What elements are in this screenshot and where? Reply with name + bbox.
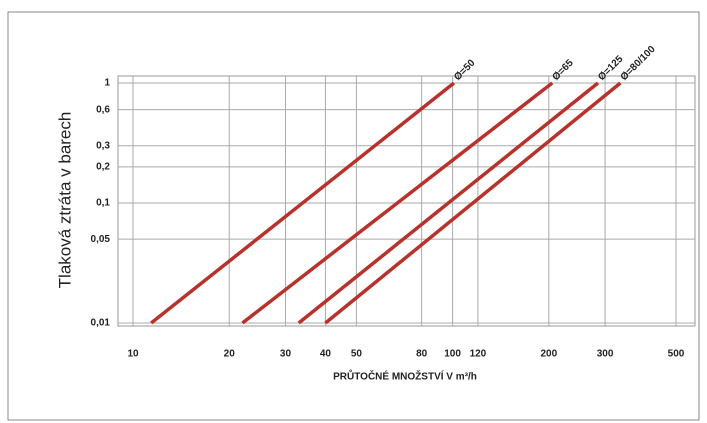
x-tick-label: 120 bbox=[470, 349, 487, 360]
y-tick-label: 0,1 bbox=[96, 198, 110, 209]
x-tick-label: 500 bbox=[668, 349, 685, 360]
series-line bbox=[150, 81, 456, 325]
y-axis-label: Tlaková ztráta v barech bbox=[55, 112, 74, 289]
y-tick-label: 1 bbox=[104, 78, 110, 89]
y-tick-label: 0,05 bbox=[91, 234, 111, 245]
frame bbox=[7, 11, 700, 421]
series-line bbox=[297, 81, 600, 325]
x-tick-label: 30 bbox=[280, 349, 292, 360]
x-tick-label: 100 bbox=[444, 349, 461, 360]
x-tick-label: 40 bbox=[320, 349, 332, 360]
plot-border bbox=[117, 75, 696, 327]
y-tick-label: 0,01 bbox=[91, 318, 111, 329]
x-tick-label: 300 bbox=[597, 349, 614, 360]
x-tick-label: 10 bbox=[127, 349, 139, 360]
x-tick-label: 20 bbox=[224, 349, 236, 360]
x-tick-label: 50 bbox=[351, 349, 363, 360]
x-axis-label: PRŮTOČNÉ MNOŽSTVÍ V m³/h bbox=[333, 369, 477, 383]
y-tick-label: 0,6 bbox=[96, 104, 110, 115]
x-tick-label: 200 bbox=[540, 349, 557, 360]
series-line bbox=[324, 81, 622, 325]
series-line bbox=[241, 81, 554, 325]
y-tick-label: 0,2 bbox=[96, 162, 110, 173]
x-tick-label: 80 bbox=[416, 349, 428, 360]
y-tick-label: 0,3 bbox=[96, 140, 110, 151]
